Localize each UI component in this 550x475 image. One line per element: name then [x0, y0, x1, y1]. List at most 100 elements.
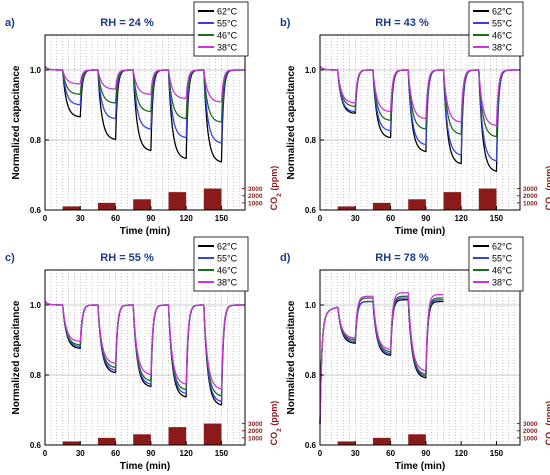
co2-bar: [443, 192, 462, 210]
chart-title: RH = 55 %: [100, 252, 154, 264]
legend-label: 62°C: [217, 242, 238, 252]
legend-label: 38°C: [217, 278, 238, 288]
legend-label: 62°C: [492, 242, 513, 252]
co2-bar: [372, 437, 391, 445]
co2-bar: [337, 441, 356, 445]
y2-tick-label: 3000: [248, 186, 263, 193]
series-line: [44, 301, 246, 406]
y-tick-label: 1.0: [305, 66, 317, 75]
x-axis-label: Time (min): [120, 226, 170, 237]
legend-label: 55°C: [217, 19, 238, 29]
series-line: [44, 66, 246, 144]
x-tick-label: 0: [318, 449, 323, 458]
series-line: [319, 292, 444, 425]
series-line: [319, 66, 521, 172]
legend-label: 38°C: [492, 43, 513, 53]
legend: 62°C 55°C 46°C 38°C: [468, 236, 524, 292]
series-line: [319, 66, 521, 127]
y-tick-label: 0.8: [30, 371, 42, 380]
panel-label: a): [5, 17, 15, 29]
co2-bar: [408, 199, 426, 210]
y2-tick-label: 1000: [248, 435, 263, 442]
x-tick-label: 90: [146, 449, 155, 458]
plot-frame: [44, 34, 246, 211]
co2-bar: [133, 434, 151, 445]
series-line: [319, 297, 444, 425]
chart-title: RH = 78 %: [375, 252, 429, 264]
series-line: [44, 301, 246, 397]
y-tick-label: 0.6: [305, 441, 317, 450]
x-tick-label: 60: [386, 214, 395, 223]
series-line: [44, 301, 246, 390]
y2-tick-label: 2000: [248, 193, 263, 200]
x-axis-label: Time (min): [120, 461, 170, 472]
series-line: [44, 301, 246, 403]
x-tick-label: 150: [490, 214, 504, 223]
co2-bar: [203, 423, 222, 445]
legend-label: 62°C: [217, 7, 238, 17]
y2-axis-label: CO2 (ppm): [544, 401, 550, 446]
y-tick-label: 0.6: [305, 206, 317, 215]
x-tick-label: 60: [111, 214, 120, 223]
co2-bar: [97, 202, 116, 210]
x-tick-label: 30: [351, 214, 360, 223]
y-tick-label: 1.0: [30, 301, 42, 310]
y-axis-label: Normalized capacitance: [11, 65, 22, 179]
legend: 62°C 55°C 46°C 38°C: [193, 236, 249, 292]
chart-title: RH = 43 %: [375, 17, 429, 29]
plot-frame: [319, 269, 521, 446]
legend-label: 62°C: [492, 7, 513, 17]
x-tick-label: 0: [43, 449, 48, 458]
y-tick-label: 0.8: [30, 136, 42, 145]
legend-label: 55°C: [217, 254, 238, 264]
co2-bar: [133, 199, 151, 210]
y2-axis-label: CO2 (ppm): [269, 401, 283, 446]
y-tick-label: 1.0: [30, 66, 42, 75]
co2-bar: [168, 427, 187, 445]
chart-title: RH = 24 %: [100, 17, 154, 29]
y2-tick-label: 1000: [248, 200, 263, 207]
y-tick-label: 0.8: [305, 136, 317, 145]
y-axis-label: Normalized capacitance: [286, 65, 297, 179]
y2-tick-label: 2000: [523, 428, 538, 435]
y2-tick-label: 2000: [248, 428, 263, 435]
legend-label: 55°C: [492, 254, 513, 264]
x-tick-label: 120: [179, 449, 193, 458]
y-tick-label: 0.6: [30, 441, 42, 450]
legend-label: 46°C: [492, 266, 513, 276]
y2-axis-label: CO2 (ppm): [269, 166, 283, 211]
co2-bar: [97, 437, 116, 445]
x-tick-label: 60: [111, 449, 120, 458]
plot-frame: [44, 269, 246, 446]
co2-bar: [62, 441, 81, 445]
plot-frame: [319, 34, 521, 211]
y-tick-label: 0.6: [30, 206, 42, 215]
x-tick-label: 0: [43, 214, 48, 223]
x-tick-label: 30: [351, 449, 360, 458]
x-tick-label: 60: [386, 449, 395, 458]
legend-label: 55°C: [492, 19, 513, 29]
co2-bar: [408, 434, 426, 445]
x-tick-label: 120: [179, 214, 193, 223]
y-tick-label: 1.0: [305, 301, 317, 310]
series-line: [319, 299, 444, 425]
legend-label: 46°C: [492, 31, 513, 41]
y2-axis-label: CO2 (ppm): [544, 166, 550, 211]
x-tick-label: 0: [318, 214, 323, 223]
x-tick-label: 150: [490, 449, 504, 458]
co2-bar: [168, 192, 187, 210]
panel-label: c): [5, 252, 15, 264]
y2-tick-label: 1000: [523, 200, 538, 207]
y-axis-label: Normalized capacitance: [286, 300, 297, 414]
x-tick-label: 90: [421, 449, 430, 458]
x-tick-label: 90: [421, 214, 430, 223]
y2-tick-label: 3000: [523, 186, 538, 193]
series-line: [44, 66, 246, 123]
y-tick-label: 0.8: [305, 371, 317, 380]
legend: 62°C 55°C 46°C 38°C: [468, 1, 524, 57]
y-axis-label: Normalized capacitance: [11, 300, 22, 414]
series-line: [44, 66, 246, 163]
series-line: [319, 66, 521, 162]
